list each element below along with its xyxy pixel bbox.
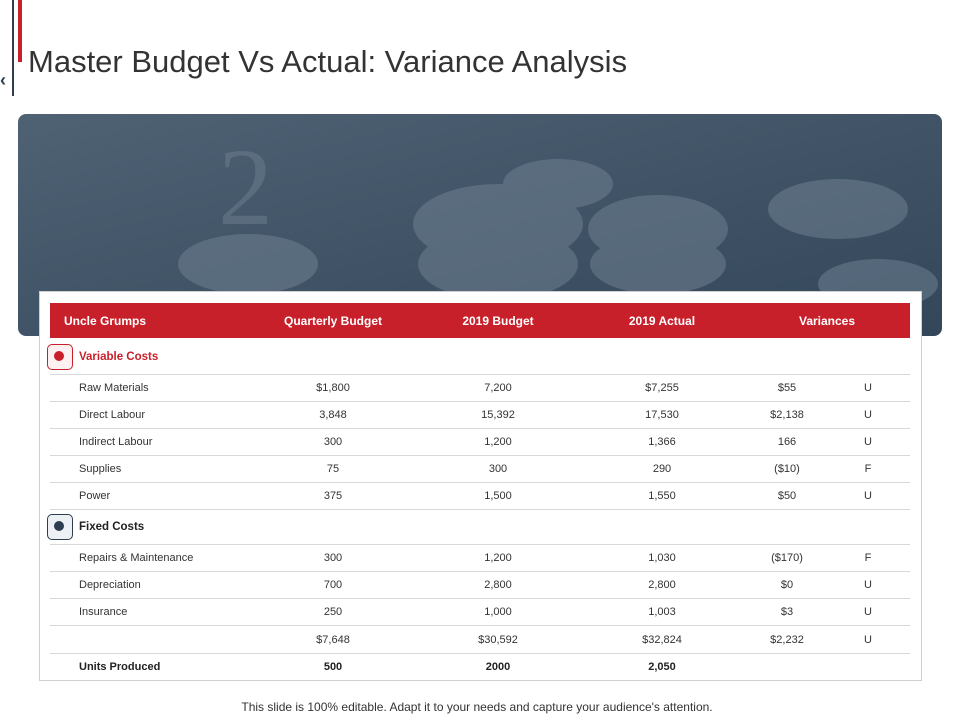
units-cell: 2,050: [648, 661, 676, 673]
row-separator: [50, 428, 910, 429]
row-cell: 2,800: [648, 579, 676, 591]
row-cell: $0: [780, 579, 794, 591]
row-separator: [50, 571, 910, 572]
row-cell: U: [864, 382, 872, 394]
total-cell: $32,824: [642, 634, 682, 646]
row-separator: [50, 401, 910, 402]
row-cell: 17,530: [645, 409, 679, 421]
total-cell: U: [864, 634, 872, 646]
row-cell: $3: [780, 606, 794, 618]
row-cell: $55: [777, 382, 797, 394]
header-cell: Quarterly Budget: [283, 314, 383, 328]
header-cell: 2019 Budget: [462, 314, 534, 328]
row-cell: 375: [323, 490, 343, 502]
row-cell: 1,200: [484, 436, 512, 448]
row-cell: 1,003: [648, 606, 676, 618]
row-label: Indirect Labour: [79, 436, 153, 448]
table-header: [50, 303, 910, 338]
row-cell: ($170): [771, 552, 803, 564]
row-separator: [50, 482, 910, 483]
row-cell: F: [864, 552, 872, 564]
svg-text:2: 2: [218, 126, 273, 248]
photo-panel: 2: [18, 114, 942, 336]
row-cell: 300: [323, 436, 343, 448]
row-cell: $7,255: [645, 382, 679, 394]
row-cell: F: [864, 463, 872, 475]
accent-bar: [18, 0, 22, 62]
header-cell: 2019 Actual: [628, 314, 696, 328]
row-separator: [50, 544, 910, 545]
total-cell: $30,592: [478, 634, 518, 646]
row-label: Supplies: [79, 463, 122, 475]
row-cell: U: [864, 490, 872, 502]
row-label: Direct Labour: [79, 409, 146, 421]
header-cell: Uncle Grumps: [64, 314, 147, 328]
row-separator: [50, 598, 910, 599]
total-cell: $2,232: [770, 634, 804, 646]
row-cell: 7,200: [484, 382, 512, 394]
row-separator: [50, 455, 910, 456]
row-cell: 300: [488, 463, 508, 475]
row-label: Insurance: [79, 606, 128, 618]
section-icon-dot: [54, 521, 64, 531]
row-cell: $50: [777, 490, 797, 502]
row-cell: 166: [777, 436, 797, 448]
units-label: Units Produced: [79, 661, 161, 673]
header-cell: Variances: [798, 314, 856, 328]
row-cell: U: [864, 409, 872, 421]
row-separator: [50, 374, 910, 375]
row-cell: 2,800: [484, 579, 512, 591]
row-cell: $2,138: [770, 409, 804, 421]
row-cell: 15,392: [481, 409, 515, 421]
section-icon-dot: [54, 351, 64, 361]
row-cell: 290: [652, 463, 672, 475]
row-cell: U: [864, 436, 872, 448]
table-box: [39, 291, 922, 681]
row-cell: 3,848: [319, 409, 347, 421]
units-cell: 500: [323, 661, 343, 673]
row-cell: 1,030: [648, 552, 676, 564]
row-cell: 250: [323, 606, 343, 618]
row-cell: U: [864, 579, 872, 591]
row-cell: 1,550: [648, 490, 676, 502]
row-separator: [50, 509, 910, 510]
row-cell: $1,800: [316, 382, 350, 394]
slide-title: Master Budget Vs Actual: Variance Analys…: [28, 44, 628, 79]
row-cell: 700: [323, 579, 343, 591]
row-cell: 1,500: [484, 490, 512, 502]
nav-arrow[interactable]: ‹: [0, 70, 6, 90]
row-cell: 1,000: [484, 606, 512, 618]
section-icon: [47, 344, 73, 370]
row-cell: 75: [326, 463, 340, 475]
row-cell: 1,366: [648, 436, 676, 448]
row-cell: 1,200: [484, 552, 512, 564]
row-separator: [50, 653, 910, 654]
row-cell: 300: [323, 552, 343, 564]
row-label: Raw Materials: [79, 382, 149, 394]
row-label: Repairs & Maintenance: [79, 552, 194, 564]
row-cell: U: [864, 606, 872, 618]
total-cell: $7,648: [316, 634, 350, 646]
units-cell: 2000: [485, 661, 511, 673]
accent-line: [12, 0, 14, 96]
footer-note: This slide is 100% editable. Adapt it to…: [241, 700, 713, 714]
row-separator: [50, 625, 910, 626]
row-label: Power: [79, 490, 111, 502]
row-cell: ($10): [774, 463, 800, 475]
section-title: Variable Costs: [79, 351, 159, 363]
row-label: Depreciation: [79, 579, 141, 591]
section-title: Fixed Costs: [79, 521, 145, 533]
